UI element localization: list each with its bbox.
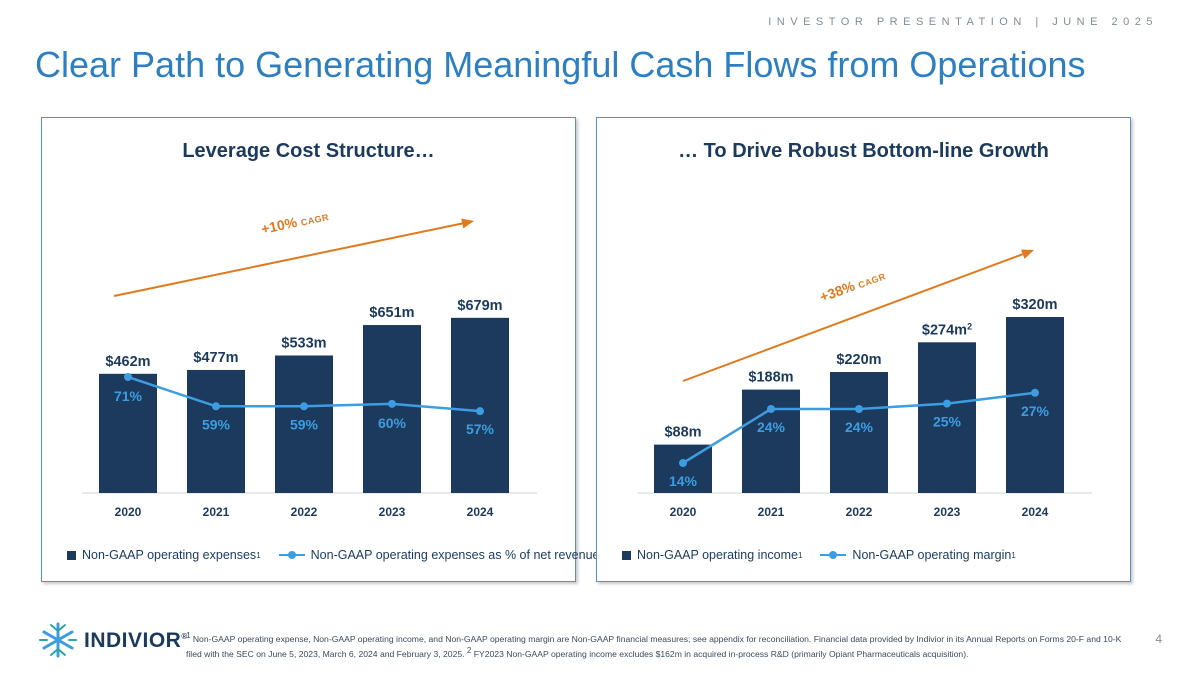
legend-sup: 1 [1011,550,1016,560]
line-point-2020 [679,459,687,467]
legend-label-income: Non-GAAP operating income [637,548,798,562]
category-label-2021: 2021 [203,505,230,519]
bar-2023 [918,342,976,493]
bar-label-sup: 2 [967,321,972,331]
page-number: 4 [1155,632,1162,646]
page-title: Clear Path to Generating Meaningful Cash… [35,44,1086,85]
category-label-2023: 2023 [934,505,961,519]
line-point-2020 [124,373,132,381]
cagr-arrowhead-icon [461,218,474,229]
cagr-arrow [682,251,1027,382]
line-value-label-2024: 27% [1021,403,1050,419]
opex-chart-title: Leverage Cost Structure… [182,140,435,162]
line-point-2024 [1031,388,1039,397]
cagr-arrow [113,221,467,297]
bar-2024 [451,317,509,493]
line-value-label-2021: 24% [757,419,786,435]
category-label-2021: 2021 [758,505,785,519]
bar-2022 [830,372,888,493]
line-value-label-2020: 71% [114,388,143,404]
bar-2020 [99,373,157,493]
bar-2021 [187,369,245,493]
cagr-arrowhead-icon [1021,249,1034,259]
top-header: INVESTOR PRESENTATION | JUNE 2025 [768,16,1158,28]
legend-sup: 1 [797,550,803,560]
legend-item-margin: Non-GAAP operating margin 1 [820,548,1016,562]
line-swatch-icon [278,550,305,560]
line-point-2023 [388,399,396,408]
bar-value-label-2020: $88m [664,425,701,441]
income-legend: Non-GAAP operating income 1 Non-GAAP oper… [622,548,1034,562]
bar-value-label-2024: $679m [457,298,502,314]
line-point-2021 [767,405,775,413]
bar-swatch-icon [622,550,631,560]
bar-value-label-2022: $533m [281,335,326,351]
line-value-label-2024: 57% [466,421,495,437]
category-label-2024: 2024 [467,505,494,519]
line-point-2022 [855,405,863,413]
opex-chart: $462m 2020 $477m 2021 $533m 2022 $651m 2023 $679… [82,218,537,519]
bar-value-label-2024: $320m [1012,297,1057,313]
income-chart-title: … To Drive Robust Bottom-line Growth [678,140,1049,162]
income-panel: … To Drive Robust Bottom-line Growth $88… [596,117,1131,582]
bar-2020 [654,444,712,493]
line-value-label-2022: 24% [845,419,874,435]
legend-label-opex-pct: Non-GAAP operating expenses as % of net … [310,548,600,562]
line-value-label-2020: 14% [669,473,698,489]
line-value-label-2021: 59% [202,416,231,432]
logo-mark-icon [39,622,77,658]
bar-2022 [275,355,333,493]
legend-sup: 1 [256,550,261,560]
category-label-2022: 2022 [846,505,873,519]
legend-item-income: Non-GAAP operating income 1 [622,548,802,562]
category-label-2024: 2024 [1022,505,1049,519]
footnote-sup-2: 2 [466,645,472,655]
legend-item-opex: Non-GAAP operating expenses 1 [67,548,261,562]
line-swatch-icon [820,550,847,560]
bar-swatch-icon [67,550,76,560]
bar-value-label-2021: $477m [193,350,238,366]
line-point-2023 [943,399,951,408]
bar-value-label-2023: $651m [369,305,414,321]
line-point-2022 [300,402,308,411]
legend-label-opex: Non-GAAP operating expenses [82,548,257,562]
footnote: 1 Non-GAAP operating expense, Non-GAAP o… [186,630,1126,660]
category-label-2020: 2020 [670,505,697,519]
bar-value-label-2021: $188m [748,370,793,386]
category-label-2023: 2023 [379,505,406,519]
footnote-text-1: Non-GAAP operating expense, Non-GAAP ope… [186,633,1122,659]
bar-2024 [1006,317,1064,493]
line-point-2021 [212,402,220,411]
bar-2023 [363,325,421,493]
legend-item-opex-pct: Non-GAAP operating expenses as % of net … [278,548,604,562]
opex-panel: Leverage Cost Structure… $462m 2020 $477m 2… [41,117,604,582]
registered-mark: ® [181,632,188,641]
line-value-label-2023: 60% [378,415,407,431]
line-value-label-2023: 25% [933,414,962,430]
logo-wordmark: INDIVIOR® [84,629,188,652]
footnote-sup-1: 1 [186,631,191,640]
category-label-2022: 2022 [291,505,318,519]
line-value-label-2022: 59% [290,416,319,432]
bar-value-label-2022: $220m [836,352,881,368]
line-point-2024 [476,407,484,416]
category-label-2020: 2020 [115,505,142,519]
bar-value-label-2020: $462m [105,354,150,370]
opex-legend: Non-GAAP operating expenses 1 Non-GAAP op… [67,548,622,562]
income-chart: $88m 2020 $188m 2021 $220m 2022 $274m2 2023 $320… [637,249,1092,519]
footnote-text-2: FY2023 Non-GAAP operating income exclude… [471,648,969,659]
indivior-logo: INDIVIOR® [36,620,187,660]
bar-value-label-2023: $274m2 [922,321,972,338]
legend-label-margin: Non-GAAP operating margin [852,548,1012,562]
